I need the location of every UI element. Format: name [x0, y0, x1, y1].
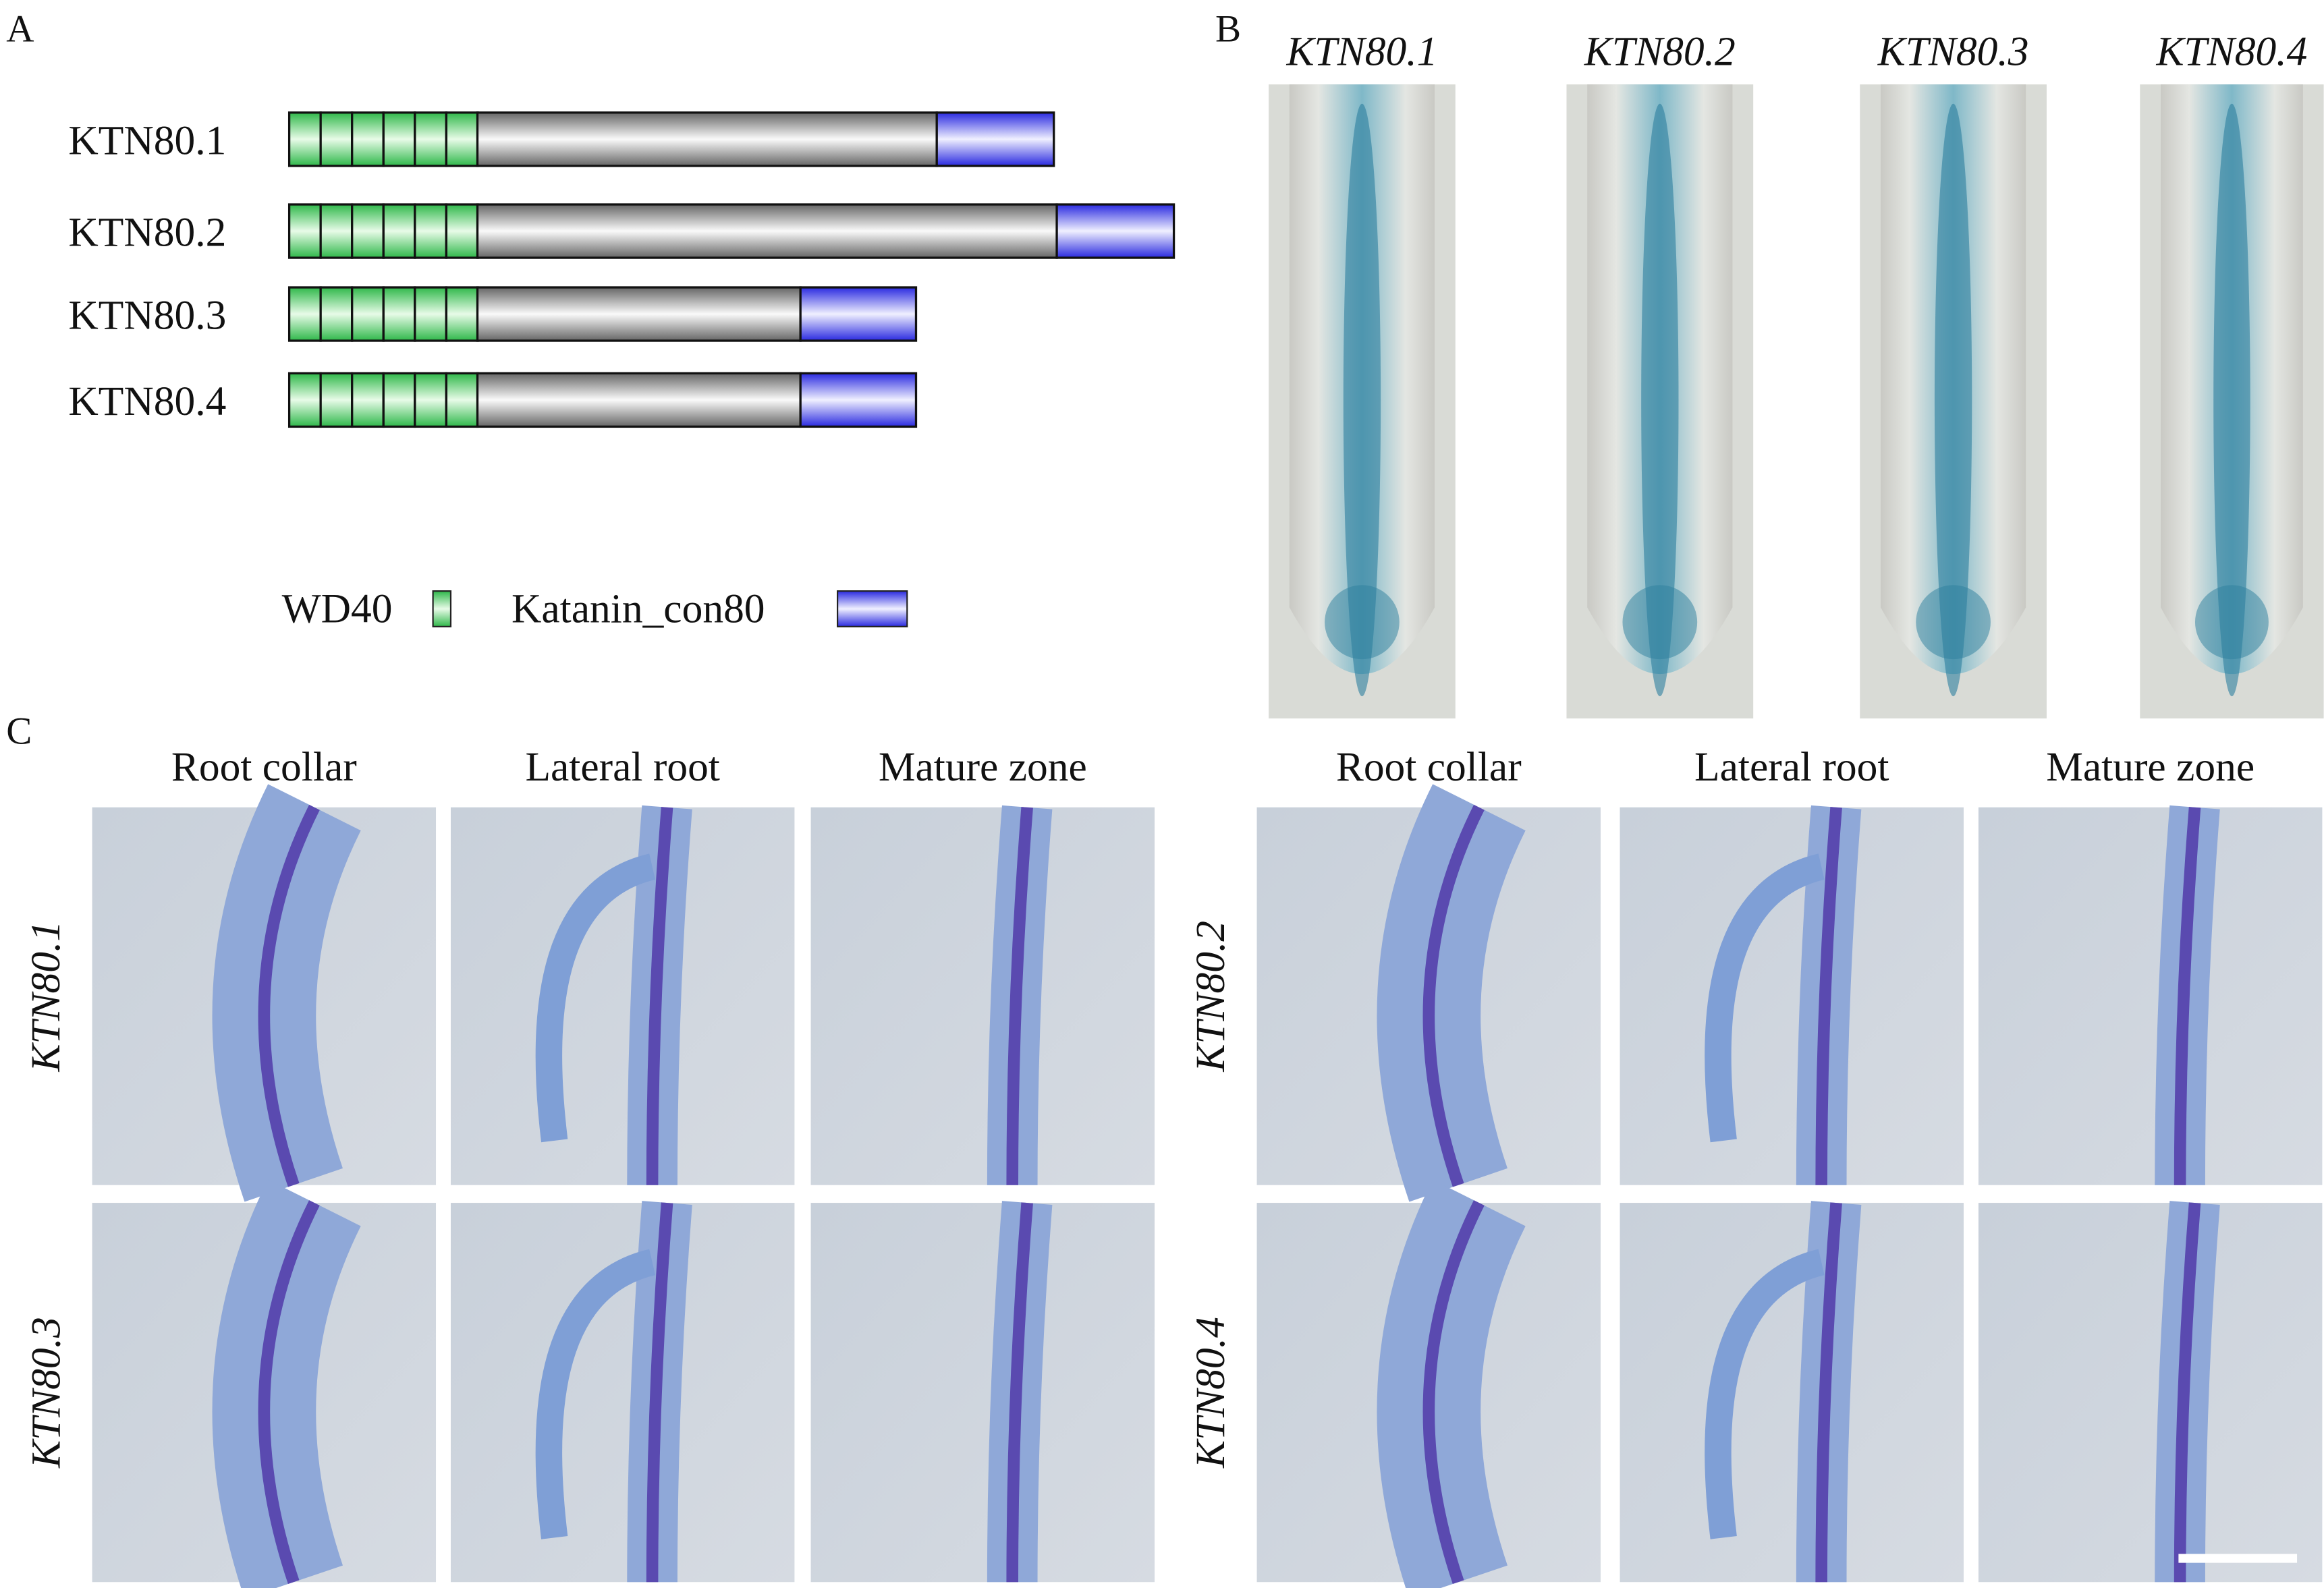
vascular-stain	[258, 1200, 320, 1585]
wd40-domain	[414, 372, 448, 428]
wd40-domain	[287, 372, 322, 428]
wd40-domain	[319, 372, 354, 428]
wd40-domain	[414, 203, 448, 259]
lateral-root	[535, 1249, 656, 1539]
column-header: Mature zone	[879, 744, 1087, 790]
vascular-stain	[2174, 807, 2201, 1185]
wd40-domain	[287, 111, 322, 167]
vascular-stain	[1815, 1202, 1842, 1583]
katanin-domain	[935, 111, 1055, 167]
protein-label: KTN80.1	[68, 117, 226, 163]
linker-region	[476, 372, 802, 428]
stain	[1325, 585, 1400, 660]
wd40-domain	[319, 111, 354, 167]
wd40-domain	[382, 286, 416, 342]
wd40-domain	[414, 286, 448, 342]
column-label: KTN80.2	[1584, 29, 1736, 75]
wd40-domain	[319, 203, 354, 259]
stain	[1641, 103, 1679, 697]
vascular-stain	[1815, 807, 1842, 1185]
micrograph	[810, 807, 1155, 1185]
row-label: KTN80.4	[1188, 1317, 1234, 1469]
legend-label: Katanin_con80	[511, 586, 765, 631]
protein-label: KTN80.2	[68, 210, 226, 256]
wd40-domain	[287, 286, 322, 342]
wd40-domain	[287, 203, 322, 259]
column-header: Root collar	[1336, 744, 1522, 790]
legend-swatch	[432, 590, 452, 627]
panel-label: A	[6, 7, 34, 50]
row-label: KTN80.2	[1188, 921, 1234, 1073]
wd40-domain	[351, 203, 385, 259]
vascular-stain	[258, 804, 320, 1187]
linker-region	[476, 203, 1058, 259]
row-label: KTN80.3	[23, 1317, 69, 1469]
wd40-domain	[414, 111, 448, 167]
vascular-stain	[1006, 807, 1033, 1185]
micrograph	[810, 1203, 1155, 1583]
wd40-domain	[351, 111, 385, 167]
vascular-stain	[2174, 1202, 2201, 1583]
lateral-root	[1705, 853, 1825, 1143]
micrograph	[1978, 1203, 2323, 1583]
vascular-stain	[646, 1202, 673, 1583]
column-label: KTN80.1	[1286, 29, 1438, 75]
legend-swatch	[837, 590, 908, 627]
row-label: KTN80.1	[23, 921, 69, 1073]
vascular-stain	[646, 807, 673, 1185]
column-label: KTN80.4	[2156, 29, 2308, 75]
katanin-domain	[799, 286, 918, 342]
lateral-root	[1705, 1249, 1825, 1539]
vascular-stain	[1422, 804, 1485, 1187]
katanin-domain	[799, 372, 918, 428]
wd40-domain	[382, 203, 416, 259]
stain	[1934, 103, 1972, 697]
wd40-domain	[351, 286, 385, 342]
stain	[1916, 585, 1991, 660]
column-header: Mature zone	[2046, 744, 2254, 790]
stain	[1622, 585, 1698, 660]
column-label: KTN80.3	[1877, 29, 2029, 75]
wd40-domain	[445, 372, 479, 428]
wd40-domain	[445, 203, 479, 259]
lateral-root	[535, 853, 656, 1143]
stain	[2213, 103, 2250, 697]
vascular-stain	[1422, 1200, 1485, 1585]
stain	[1343, 103, 1381, 697]
wd40-domain	[445, 111, 479, 167]
stain	[2194, 585, 2269, 660]
panel-label: C	[6, 710, 32, 752]
legend-label: WD40	[282, 586, 393, 631]
micrograph	[1978, 807, 2323, 1185]
katanin-domain	[1055, 203, 1175, 259]
linker-region	[476, 111, 938, 167]
linker-region	[476, 286, 802, 342]
wd40-domain	[351, 372, 385, 428]
scale-bar	[2178, 1554, 2298, 1563]
wd40-domain	[445, 286, 479, 342]
wd40-domain	[319, 286, 354, 342]
protein-label: KTN80.3	[68, 292, 226, 338]
panel-label: B	[1215, 7, 1241, 50]
column-header: Lateral root	[1694, 744, 1889, 790]
column-header: Lateral root	[525, 744, 719, 790]
vascular-stain	[1006, 1202, 1033, 1583]
wd40-domain	[382, 111, 416, 167]
column-header: Root collar	[171, 744, 357, 790]
wd40-domain	[382, 372, 416, 428]
protein-label: KTN80.4	[68, 378, 226, 424]
